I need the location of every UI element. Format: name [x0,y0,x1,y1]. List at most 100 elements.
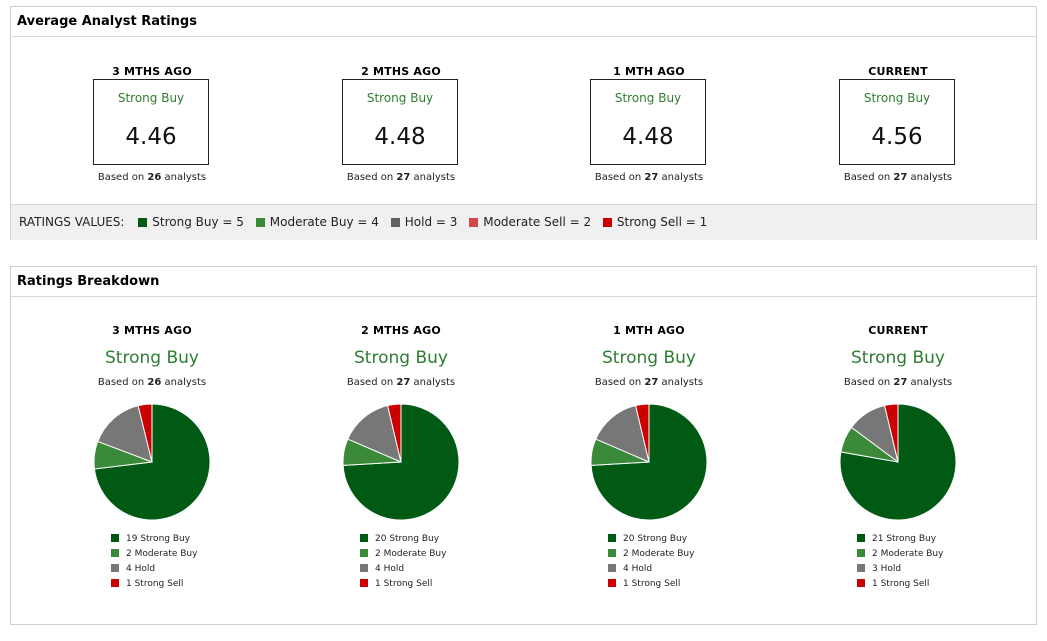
rating-box: Strong Buy 4.48 [590,79,706,165]
period-label: 3 MTHS AGO [112,65,192,78]
color-swatch [360,564,368,572]
color-swatch [111,564,119,572]
based-on-suffix: analysts [164,172,207,183]
color-swatch [111,549,119,557]
legend-item-moderate-buy: Moderate Buy = 4 [255,205,379,239]
pie-slice-strong-sell [387,403,402,463]
legend-item-strong-buy: Strong Buy = 5 [138,205,244,239]
based-on-text: Based on 27 analysts [549,172,749,183]
rating-text: Strong Buy [863,91,931,105]
rating-score: 4.46 [125,124,177,150]
rating-text: Strong Buy [366,91,434,105]
pie-legend-label: 2 Moderate Buy [872,549,944,559]
ratings-pie-chart [590,403,708,521]
period-label: 3 MTHS AGO [112,324,192,337]
pie-legend-item: 2 Moderate Buy [111,547,197,562]
color-swatch [111,534,119,542]
based-on-text: Based on 27 analysts [301,377,501,388]
rating-text: Strong Buy [117,91,185,105]
based-on-suffix: analysts [164,377,207,388]
pie-legend-item: 3 Hold [857,562,943,577]
based-on-prefix: Based on [346,172,394,183]
pie-legend-item: 21 Strong Buy [857,532,943,547]
period-label: 2 MTHS AGO [361,65,441,78]
pie-slice-strong-sell [137,403,153,463]
pie-legend-item: 4 Hold [608,562,694,577]
legend-label: Moderate Sell = 2 [483,215,592,229]
average-ratings-title: Average Analyst Ratings [11,7,1036,37]
color-swatch [857,564,865,572]
pie-legend: 20 Strong Buy 2 Moderate Buy 4 Hold 1 St… [608,532,694,592]
pie-legend-label: 1 Strong Sell [623,579,681,589]
pie-legend: 21 Strong Buy 2 Moderate Buy 3 Hold 1 St… [857,532,943,592]
legend-label: Moderate Buy = 4 [269,215,379,229]
based-on-suffix: analysts [661,172,704,183]
rating-text: Strong Buy [354,348,448,368]
color-swatch [255,218,265,227]
pie-legend-item: 4 Hold [111,562,197,577]
rating-text: Strong Buy [614,91,682,105]
pie-legend-label: 1 Strong Sell [872,579,930,589]
pie-slice-strong-sell [635,403,650,463]
analyst-count: 27 [396,172,411,183]
rating-text: Strong Buy [851,348,945,368]
color-swatch [138,218,148,227]
pie-legend-label: 3 Hold [872,564,902,574]
pie-legend-item: 20 Strong Buy [608,532,694,547]
based-on-prefix: Based on [594,172,642,183]
pie-legend-label: 20 Strong Buy [623,534,688,544]
pie-legend-item: 1 Strong Sell [608,577,694,592]
rating-box: Strong Buy 4.48 [342,79,458,165]
pie-legend-label: 4 Hold [375,564,405,574]
based-on-prefix: Based on [346,377,394,388]
pie-legend: 19 Strong Buy 2 Moderate Buy 4 Hold 1 St… [111,532,197,592]
ratings-pie-chart [839,403,957,521]
based-on-text: Based on 26 analysts [52,172,252,183]
period-label: CURRENT [868,324,928,337]
legend-item-moderate-sell: Moderate Sell = 2 [469,205,591,239]
analyst-count: 27 [396,377,411,388]
rating-score: 4.48 [374,124,426,150]
pie-legend-label: 21 Strong Buy [872,534,937,544]
rating-score: 4.56 [871,124,923,150]
pie-legend-item: 2 Moderate Buy [608,547,694,562]
color-swatch [360,534,368,542]
based-on-text: Based on 27 analysts [798,377,998,388]
color-swatch [360,549,368,557]
based-on-prefix: Based on [843,377,891,388]
rating-box: Strong Buy 4.46 [93,79,209,165]
pie-legend-item: 1 Strong Sell [857,577,943,592]
legend-label: Hold = 3 [404,215,458,229]
pie-legend-label: 2 Moderate Buy [126,549,198,559]
based-on-text: Based on 27 analysts [301,172,501,183]
pie-legend-item: 2 Moderate Buy [857,547,943,562]
based-on-prefix: Based on [843,172,891,183]
pie-legend-label: 1 Strong Sell [375,579,433,589]
pie-legend-label: 20 Strong Buy [375,534,440,544]
pie-slice-strong-sell [884,403,899,463]
analyst-count: 26 [147,172,162,183]
pie-legend-label: 2 Moderate Buy [375,549,447,559]
pie-legend-label: 19 Strong Buy [126,534,191,544]
pie-legend-item: 20 Strong Buy [360,532,446,547]
based-on-suffix: analysts [910,377,953,388]
average-analyst-ratings-panel: Average Analyst Ratings 3 MTHS AGO Stron… [10,6,1037,240]
legend-item-strong-sell: Strong Sell = 1 [602,205,707,239]
based-on-prefix: Based on [97,377,145,388]
rating-score: 4.48 [622,124,674,150]
based-on-suffix: analysts [910,172,953,183]
rating-box: Strong Buy 4.56 [839,79,955,165]
rating-text: Strong Buy [105,348,199,368]
color-swatch [111,579,119,587]
color-swatch [857,534,865,542]
pie-legend-label: 4 Hold [126,564,156,574]
analyst-count: 26 [147,377,162,388]
based-on-text: Based on 26 analysts [52,377,252,388]
ratings-pie-chart [93,403,211,521]
ratings-values-legend: RATINGS VALUES: Strong Buy = 5 Moderate … [11,204,1036,240]
based-on-suffix: analysts [413,172,456,183]
pie-legend-item: 19 Strong Buy [111,532,197,547]
based-on-text: Based on 27 analysts [798,172,998,183]
legend-item-hold: Hold = 3 [390,205,458,239]
ratings-values-title: RATINGS VALUES: [19,215,125,229]
